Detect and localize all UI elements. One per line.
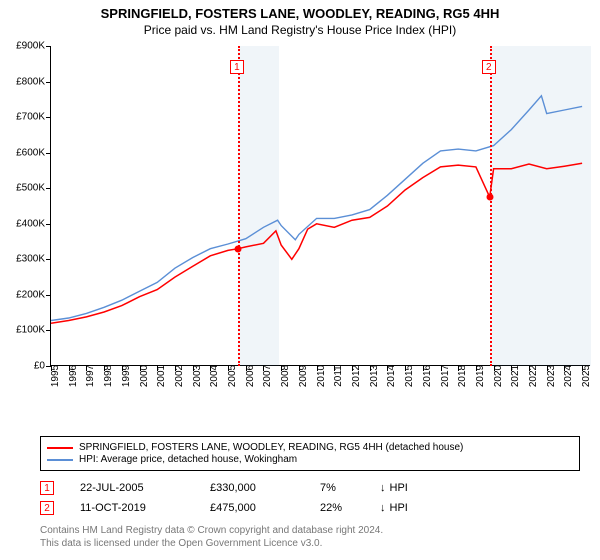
x-axis-label: 1999 [121, 365, 132, 387]
x-axis-label: 1996 [68, 365, 79, 387]
event-vline [490, 46, 492, 366]
x-axis-label: 2022 [528, 365, 539, 387]
x-axis-label: 1995 [50, 365, 61, 387]
x-axis-label: 2015 [404, 365, 415, 387]
sale-date: 11-OCT-2019 [80, 502, 210, 514]
x-axis-label: 2003 [192, 365, 203, 387]
legend-item: SPRINGFIELD, FOSTERS LANE, WOODLEY, READ… [47, 442, 573, 453]
sale-price: £330,000 [210, 482, 320, 494]
y-axis-label: £500K [16, 183, 45, 194]
y-axis-label: £300K [16, 254, 45, 265]
y-axis-label: £0 [34, 361, 45, 372]
x-axis-label: 2011 [333, 365, 344, 387]
x-axis-label: 2019 [475, 365, 486, 387]
line-series-svg [51, 46, 591, 366]
x-axis-label: 2014 [386, 365, 397, 387]
x-axis-label: 2006 [245, 365, 256, 387]
sale-pct: 7% [320, 482, 380, 494]
x-axis-label: 2004 [209, 365, 220, 387]
x-axis-label: 2005 [227, 365, 238, 387]
plot-area [50, 46, 590, 366]
arrow-down-icon: ↓ [380, 482, 386, 494]
x-axis-label: 2025 [581, 365, 592, 387]
x-axis-label: 2009 [298, 365, 309, 387]
legend-item: HPI: Average price, detached house, Woki… [47, 454, 573, 465]
x-axis-label: 2021 [510, 365, 521, 387]
y-axis-label: £800K [16, 76, 45, 87]
x-axis-label: 2024 [563, 365, 574, 387]
x-axis-label: 2007 [262, 365, 273, 387]
x-axis-label: 2000 [139, 365, 150, 387]
sale-suffix: HPI [390, 482, 408, 494]
y-axis-label: £600K [16, 147, 45, 158]
x-axis-label: 1998 [103, 365, 114, 387]
table-row: 1 22-JUL-2005 £330,000 7% ↓ HPI [40, 478, 580, 498]
chart-title-line1: SPRINGFIELD, FOSTERS LANE, WOODLEY, READ… [0, 0, 600, 21]
series-line-property [51, 163, 582, 323]
x-axis-label: 2012 [351, 365, 362, 387]
y-axis-label: £200K [16, 289, 45, 300]
x-axis-label: 2018 [457, 365, 468, 387]
y-axis-label: £900K [16, 41, 45, 52]
x-axis-label: 2020 [493, 365, 504, 387]
x-axis-label: 2013 [369, 365, 380, 387]
footer-line: Contains HM Land Registry data © Crown c… [40, 524, 383, 537]
chart-title-line2: Price paid vs. HM Land Registry's House … [0, 21, 600, 37]
legend-swatch [47, 447, 73, 449]
x-axis-label: 2017 [440, 365, 451, 387]
sale-suffix: HPI [390, 502, 408, 514]
footer-line: This data is licensed under the Open Gov… [40, 537, 383, 550]
event-marker-box: 2 [482, 60, 496, 74]
y-axis-label: £400K [16, 218, 45, 229]
arrow-down-icon: ↓ [380, 502, 386, 514]
series-line-hpi [51, 96, 582, 321]
sale-pct: 22% [320, 502, 380, 514]
event-marker-box: 1 [230, 60, 244, 74]
table-row: 2 11-OCT-2019 £475,000 22% ↓ HPI [40, 498, 580, 518]
y-axis-label: £100K [16, 325, 45, 336]
legend-swatch [47, 459, 73, 461]
sale-marker-icon: 2 [40, 501, 54, 515]
x-axis-label: 2008 [280, 365, 291, 387]
sale-marker-icon: 1 [40, 481, 54, 495]
event-vline [238, 46, 240, 366]
legend-label: HPI: Average price, detached house, Woki… [79, 454, 297, 465]
y-axis-label: £700K [16, 112, 45, 123]
footer-attribution: Contains HM Land Registry data © Crown c… [40, 524, 383, 550]
x-axis-label: 2001 [156, 365, 167, 387]
x-axis-label: 1997 [85, 365, 96, 387]
sale-dot-icon [234, 245, 241, 252]
sale-dot-icon [486, 194, 493, 201]
sale-date: 22-JUL-2005 [80, 482, 210, 494]
x-axis-label: 2023 [546, 365, 557, 387]
sale-price: £475,000 [210, 502, 320, 514]
x-axis-label: 2010 [316, 365, 327, 387]
sales-table: 1 22-JUL-2005 £330,000 7% ↓ HPI 2 11-OCT… [40, 478, 580, 518]
x-axis-label: 2002 [174, 365, 185, 387]
legend-label: SPRINGFIELD, FOSTERS LANE, WOODLEY, READ… [79, 442, 463, 453]
x-axis-label: 2016 [422, 365, 433, 387]
legend: SPRINGFIELD, FOSTERS LANE, WOODLEY, READ… [40, 436, 580, 471]
chart-area: £0£100K£200K£300K£400K£500K£600K£700K£80… [50, 46, 590, 396]
